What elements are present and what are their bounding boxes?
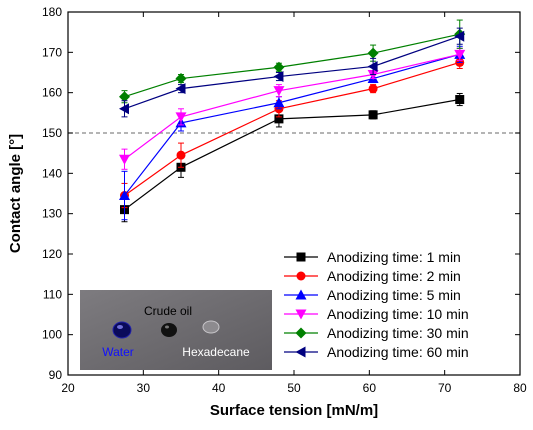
data-point [119,91,130,103]
y-tick-label: 90 [49,368,63,382]
data-point [119,190,130,201]
x-tick-label: 50 [287,381,301,395]
legend-label: Anodizing time: 5 min [327,287,461,303]
legend-label: Anodizing time: 2 min [327,268,461,284]
x-tick-label: 30 [137,381,151,395]
legend-marker [295,309,307,320]
data-point [119,103,129,115]
legend-label: Anodizing time: 30 min [327,325,469,341]
y-tick-label: 170 [42,45,62,59]
series-4 [119,47,466,170]
data-point [368,84,378,94]
series-5 [119,19,466,104]
crude-oil-label: Crude oil [144,304,192,318]
data-point [273,97,285,108]
y-tick-label: 140 [42,166,62,180]
data-point [119,154,130,165]
data-point [273,61,285,73]
x-tick-label: 70 [438,381,452,395]
hexadecane-droplet [202,320,220,334]
y-tick-label: 130 [42,207,62,221]
legend-marker [295,289,307,300]
y-tick-label: 180 [42,5,62,19]
legend-label: Anodizing time: 1 min [327,249,461,265]
y-axis-title: Contact angle [°] [7,134,24,253]
y-tick-label: 120 [42,247,62,261]
water-droplet [112,321,132,339]
crude-oil-highlight [165,325,169,329]
x-axis-title: Surface tension [mN/m] [210,402,378,419]
series-6 [119,27,465,118]
water-droplet-highlight [117,325,123,329]
legend-marker [296,271,306,281]
x-tick-label: 20 [61,381,75,395]
data-point [175,73,187,85]
hexadecane-label: Hexadecane [182,345,250,359]
data-point [273,86,285,97]
y-tick-label: 150 [42,126,62,140]
data-point [176,150,186,160]
x-tick-label: 80 [513,381,527,395]
water-label: Water [102,345,134,359]
data-point [274,114,284,124]
legend-label: Anodizing time: 60 min [327,344,469,360]
y-tick-label: 110 [43,287,62,301]
data-point [454,30,465,42]
legend-marker [295,346,306,358]
data-point [454,49,466,60]
x-tick-label: 40 [212,381,226,395]
data-point [455,95,465,105]
data-point [273,71,284,83]
data-point [367,47,379,59]
legend-marker [295,327,307,339]
legend-label: Anodizing time: 10 min [327,306,469,322]
data-point [175,112,187,123]
y-tick-label: 100 [42,328,62,342]
legend-marker [296,252,306,262]
data-point [368,110,378,120]
data-point [367,60,378,72]
data-point [175,83,186,95]
y-tick-label: 160 [42,86,62,100]
x-tick-label: 60 [363,381,377,395]
crude-oil-droplet [161,323,177,337]
